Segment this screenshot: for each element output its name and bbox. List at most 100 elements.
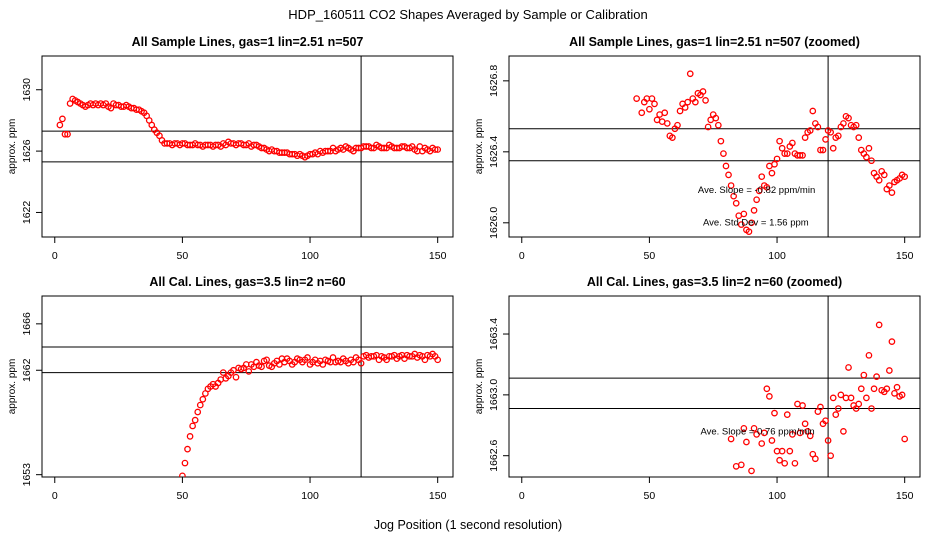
y-axis-label: approx. ppm xyxy=(7,359,18,415)
figure-title: HDP_160511 CO2 Shapes Averaged by Sample… xyxy=(288,7,647,22)
data-point xyxy=(783,411,791,418)
data-point xyxy=(199,395,207,403)
y-tick-label: 1663.0 xyxy=(488,379,500,411)
data-point xyxy=(760,429,768,437)
data-point xyxy=(840,120,847,127)
plot-frame xyxy=(41,295,454,478)
data-points xyxy=(179,350,442,477)
data-point xyxy=(674,121,681,129)
figure-x-label: Jog Position (1 second resolution) xyxy=(374,518,562,532)
data-point xyxy=(304,354,311,361)
data-point xyxy=(819,146,827,154)
data-point xyxy=(722,162,730,170)
y-axis-label: approx. ppm xyxy=(474,359,485,415)
data-point xyxy=(886,367,893,374)
data-point xyxy=(827,452,835,460)
data-point xyxy=(776,137,783,145)
data-point xyxy=(258,363,265,371)
data-point xyxy=(367,144,375,152)
x-tick-label: 100 xyxy=(301,250,319,262)
data-point xyxy=(822,417,829,425)
data-point xyxy=(852,121,860,129)
data-point xyxy=(822,136,829,143)
data-point xyxy=(875,321,883,329)
y-tick-label: 1630 xyxy=(21,78,33,102)
x-tick-label: 50 xyxy=(177,250,189,262)
x-tick-label: 0 xyxy=(52,490,58,502)
data-point xyxy=(834,132,842,140)
data-point xyxy=(758,173,766,181)
data-point xyxy=(863,394,870,402)
panel-title: All Cal. Lines, gas=3.5 lin=2 n=60 xyxy=(149,275,345,289)
data-point xyxy=(714,121,722,129)
data-point xyxy=(901,435,909,443)
data-point xyxy=(712,114,720,122)
plot-annotation: Ave. Std Dev = 1.56 ppm xyxy=(703,217,809,228)
data-point xyxy=(799,152,806,159)
data-point xyxy=(840,428,847,435)
data-point xyxy=(834,405,842,412)
data-point xyxy=(357,359,365,367)
y-axis-label: approx. ppm xyxy=(7,119,18,175)
data-point xyxy=(893,383,901,391)
data-point xyxy=(855,400,863,408)
panels: All Sample Lines, gas=1 lin=2.51 n=507 0 5… xyxy=(7,35,921,502)
data-point xyxy=(766,393,773,400)
data-point xyxy=(809,107,817,115)
panel-title: All Cal. Lines, gas=3.5 lin=2 n=60 (zoom… xyxy=(587,275,842,289)
x-tick-label: 50 xyxy=(644,490,656,502)
data-point xyxy=(817,146,824,154)
data-point xyxy=(663,120,671,127)
data-point xyxy=(865,351,873,359)
y-tick-label: 1653 xyxy=(21,463,33,487)
x-tick-label: 150 xyxy=(896,250,914,262)
chart-panel-1: All Sample Lines, gas=1 lin=2.51 n=507 0 5… xyxy=(7,35,454,262)
panel-title: All Sample Lines, gas=1 lin=2.51 n=507 (… xyxy=(569,35,860,49)
data-points xyxy=(727,321,909,475)
data-point xyxy=(824,437,832,444)
data-point xyxy=(873,373,880,380)
data-point xyxy=(829,144,837,152)
data-point xyxy=(681,104,689,111)
chart-panel-2: All Sample Lines, gas=1 lin=2.51 n=507 (… xyxy=(474,35,921,262)
data-point xyxy=(886,182,893,189)
data-point xyxy=(863,153,870,161)
data-point xyxy=(781,459,789,467)
data-point xyxy=(196,401,204,409)
data-point xyxy=(184,445,191,453)
data-point xyxy=(857,385,865,393)
data-point xyxy=(431,146,439,153)
data-point xyxy=(179,472,186,477)
data-point xyxy=(763,183,771,191)
data-point xyxy=(865,144,873,152)
data-point xyxy=(245,368,253,375)
data-point xyxy=(868,405,875,412)
data-point xyxy=(684,98,692,106)
data-point xyxy=(194,408,202,416)
data-point xyxy=(727,435,735,443)
data-point xyxy=(191,416,199,424)
y-tick-label: 1662.6 xyxy=(488,439,500,471)
data-point xyxy=(888,189,896,196)
data-point xyxy=(870,385,878,393)
data-point xyxy=(783,150,791,157)
x-tick-label: 50 xyxy=(644,250,656,262)
plot-annotation: Ave. Slope = -0.82 ppm/min xyxy=(698,185,815,196)
data-point xyxy=(801,420,809,428)
data-point xyxy=(771,160,778,168)
data-point xyxy=(768,437,776,444)
data-point xyxy=(806,432,814,440)
data-point xyxy=(219,369,227,376)
data-point xyxy=(768,169,776,177)
x-tick-label: 150 xyxy=(429,490,447,502)
data-point xyxy=(753,196,760,204)
data-point xyxy=(875,176,883,184)
data-point xyxy=(763,385,771,393)
data-point xyxy=(56,121,64,129)
data-point xyxy=(646,105,653,113)
data-point xyxy=(186,433,194,440)
data-point xyxy=(845,364,852,371)
x-tick-label: 100 xyxy=(768,490,786,502)
data-point xyxy=(669,134,676,141)
